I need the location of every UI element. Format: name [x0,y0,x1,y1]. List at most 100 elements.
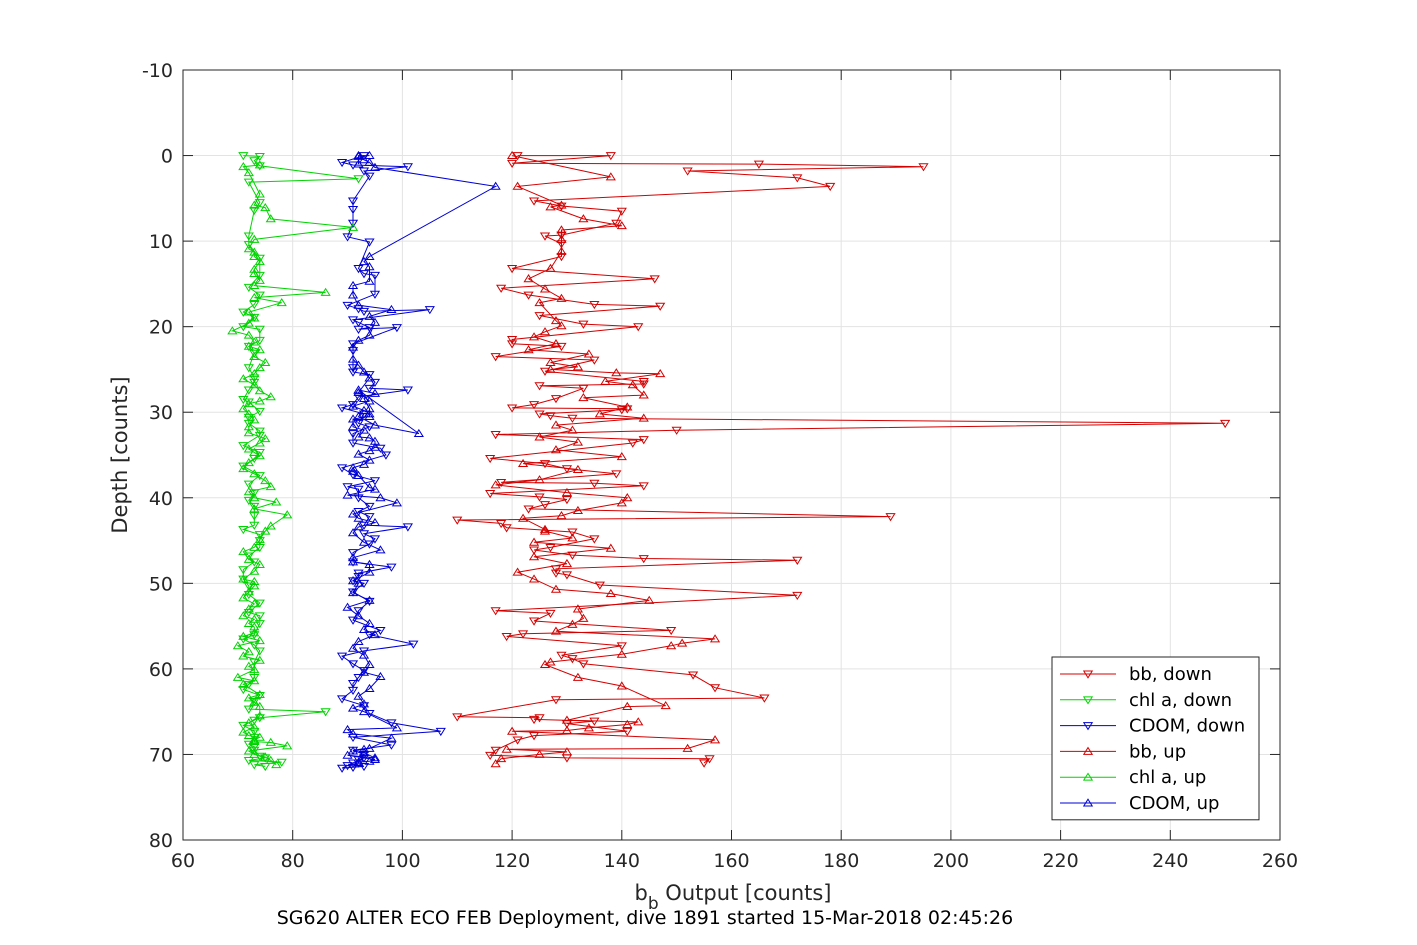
data-point [561,747,573,756]
data-point [347,703,359,712]
data-point [512,181,523,190]
data-point [572,437,584,446]
data-point [616,451,627,461]
data-point [364,595,375,604]
data-point [485,454,496,464]
data-point [375,671,386,681]
data-point [364,150,375,159]
data-point [249,722,260,731]
data-point [528,332,540,341]
data-point [347,549,359,558]
data-point [369,290,381,299]
data-point [358,167,370,176]
data-point [347,763,359,773]
data-point [556,511,567,520]
data-point [254,612,265,621]
data-point [347,430,359,439]
data-point [550,445,562,454]
data-point [243,244,254,253]
data-point [572,505,584,515]
data-point [249,502,260,512]
data-point [238,574,249,583]
data-point [358,393,370,402]
series-line [346,155,498,763]
legend-marker [1082,722,1094,731]
data-point [638,413,649,422]
data-point [238,442,249,451]
data-point [254,396,265,405]
data-point [260,203,271,212]
data-point [254,256,265,266]
data-point [249,581,260,590]
x-tick-label: 80 [281,850,305,872]
data-point [567,425,578,434]
data-point [254,448,265,458]
data-point [567,619,578,628]
data-point [254,691,265,701]
data-point [550,584,562,593]
data-point [528,537,540,546]
data-point [402,386,413,395]
data-point [528,401,540,410]
y-tick-label: 10 [149,231,173,253]
data-point [342,483,353,492]
data-point [545,657,556,666]
data-point [539,327,551,336]
data-point [243,582,254,591]
data-point [364,172,375,181]
y-tick-label: -10 [142,60,173,82]
data-point [260,475,271,485]
data-point [227,326,238,335]
data-point [369,271,381,281]
data-point [638,482,649,491]
data-point [347,660,359,669]
data-point [638,377,649,387]
data-point [490,181,501,190]
data-point [677,638,688,647]
data-point [265,214,276,223]
data-point [506,726,518,735]
data-point [918,163,929,172]
data-point [622,727,633,737]
data-point [347,616,359,625]
data-point [347,528,359,537]
data-point [556,200,567,209]
data-point [386,563,397,572]
data-point [353,513,364,522]
data-point [490,759,501,768]
data-point [364,311,375,320]
data-point [342,750,353,759]
data-point [490,746,501,755]
series-line [457,155,1226,764]
data-point [260,762,271,772]
data-point [561,720,573,729]
data-point [523,291,534,300]
data-point [364,251,375,260]
data-point [512,736,523,745]
data-point [825,182,836,192]
data-point [249,251,260,260]
data-point [539,460,551,469]
data-point [496,478,507,488]
data-point [243,647,254,656]
data-point [243,756,254,766]
data-point [243,680,254,690]
data-point [243,167,254,177]
data-point [528,546,540,555]
data-point [243,341,254,350]
data-point [709,735,721,744]
data-point [238,404,249,413]
data-point [260,357,271,367]
data-point [709,684,721,693]
data-point [243,480,254,489]
data-point [556,253,567,262]
data-point [501,632,512,642]
data-point [347,222,359,231]
data-point [885,513,896,522]
data-point [485,751,496,761]
data-point [249,761,260,770]
data-point [254,363,265,372]
data-point [517,458,529,467]
data-point [353,607,364,616]
data-point [616,642,627,651]
